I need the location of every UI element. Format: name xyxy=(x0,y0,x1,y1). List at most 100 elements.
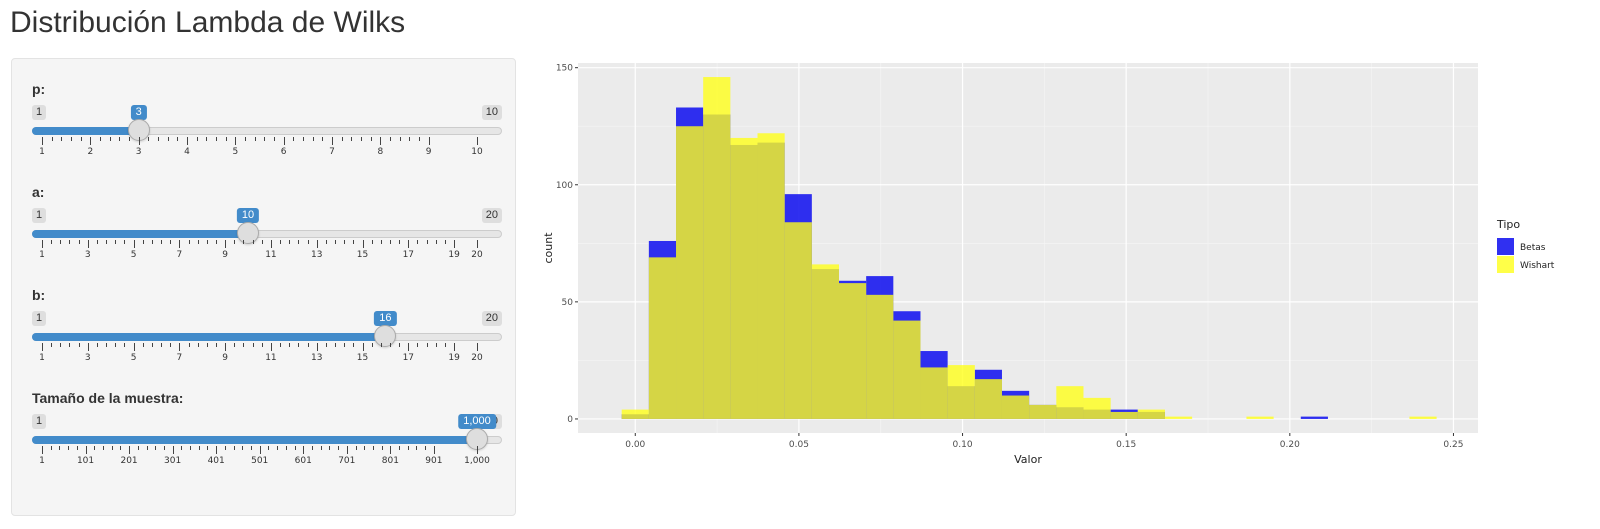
histogram-bar-wishart xyxy=(866,294,894,419)
slider-minor-tick xyxy=(251,446,252,450)
y-tick-label: 50 xyxy=(562,298,574,308)
slider-handle[interactable] xyxy=(237,222,260,244)
slider-minor-tick xyxy=(78,343,80,347)
slider-minor-tick xyxy=(370,137,372,141)
slider-minor-tick xyxy=(364,446,366,450)
slider-tick xyxy=(332,137,333,145)
slider-tick xyxy=(477,240,478,248)
slider-minor-tick xyxy=(355,446,357,450)
legend-label: Wishart xyxy=(1520,261,1555,271)
slider-minor-tick xyxy=(264,137,266,141)
slider-minor-tick xyxy=(51,137,53,141)
slider-minor-tick xyxy=(322,137,324,141)
slider-minor-tick xyxy=(341,137,343,141)
histogram-bar-wishart xyxy=(1110,411,1138,419)
slider-tick-label: 9 xyxy=(222,353,229,363)
slider-minor-tick xyxy=(161,343,163,347)
slider-tick-label: 7 xyxy=(176,250,183,260)
slider-minor-tick xyxy=(206,240,208,244)
slider-minor-tick xyxy=(293,137,295,141)
slider-minor-tick xyxy=(78,240,80,244)
slider-minor-tick xyxy=(142,343,144,347)
slider-minor-tick xyxy=(69,240,71,244)
slider-tick xyxy=(90,137,92,145)
slider-minor-tick xyxy=(234,240,236,244)
slider-minor-tick xyxy=(197,343,199,347)
slider-minor-tick xyxy=(417,240,419,244)
slider-minor-tick xyxy=(419,137,420,141)
slider-minor-tick xyxy=(277,446,279,450)
slider-minor-tick xyxy=(206,343,208,347)
slider-minor-tick xyxy=(261,343,263,347)
slider-tick-label: 11 xyxy=(265,353,277,363)
slider-fill xyxy=(32,127,139,135)
slider-tick-label: 5 xyxy=(232,147,239,157)
slider-minor-tick xyxy=(155,446,157,450)
slider-minor-tick xyxy=(335,240,337,244)
slider-minor-tick xyxy=(216,240,217,244)
slider-minor-tick xyxy=(170,343,172,347)
slider-tick-label: 301 xyxy=(164,456,182,466)
slider-minor-tick xyxy=(59,446,61,450)
slider-max-label: 20 xyxy=(481,208,502,223)
slider-ticks: 1 3 5 7 9 11 13 15 17 19 20 xyxy=(32,343,502,369)
slider-minor-tick xyxy=(311,446,313,450)
slider-minor-tick xyxy=(280,240,282,244)
legend-label: Betas xyxy=(1520,243,1546,253)
slider-minor-tick xyxy=(280,343,282,347)
slider-minor-tick xyxy=(177,137,179,141)
slider-tick-label: 20 xyxy=(471,353,483,363)
slider-min-label: 1 xyxy=(32,414,47,429)
slider-minor-tick xyxy=(351,137,353,141)
slider-minor-tick xyxy=(444,240,446,244)
slider-minor-tick xyxy=(444,343,446,347)
slider-minor-tick xyxy=(109,137,111,141)
slider-tick-label: 17 xyxy=(402,353,415,363)
slider-minor-tick xyxy=(69,343,71,347)
slider-tick-label: 3 xyxy=(84,250,91,260)
x-tick-label: 0.15 xyxy=(1116,440,1136,450)
slider-minor-tick xyxy=(390,343,391,347)
slider-tick xyxy=(138,137,140,145)
slider-tick-label: 1,000 xyxy=(464,456,490,466)
x-tick-label: 0.05 xyxy=(789,440,809,450)
slider-tick xyxy=(316,343,318,351)
slider-minor-tick xyxy=(399,240,401,244)
slider-minor-tick xyxy=(170,240,172,244)
histogram-bar-wishart xyxy=(676,126,704,419)
slider-tick xyxy=(187,137,188,145)
slider-minor-tick xyxy=(289,240,291,244)
histogram-bar-wishart xyxy=(839,283,867,419)
histogram-bar-wishart xyxy=(1083,397,1111,419)
slider-label: a: xyxy=(32,184,45,200)
slider-b: b: 1 20 16 1 3 5 7 9 11 13 15 17 19 20 xyxy=(32,287,502,387)
page-title: Distribución Lambda de Wilks xyxy=(10,6,406,39)
slider-minor-tick xyxy=(274,137,275,141)
slider-minor-tick xyxy=(111,446,113,450)
slider-handle[interactable] xyxy=(374,325,397,347)
slider-minor-tick xyxy=(146,446,148,450)
slider-minor-tick xyxy=(303,137,304,141)
slider-minor-tick xyxy=(435,343,437,347)
slider-tick xyxy=(179,343,181,351)
slider-minor-tick xyxy=(344,343,346,347)
slider-minor-tick xyxy=(289,343,291,347)
slider-minor-tick xyxy=(163,446,165,450)
histogram-bar-wishart xyxy=(1246,416,1274,419)
slider-minor-tick xyxy=(137,446,139,450)
slider-minor-tick xyxy=(335,343,337,347)
slider-minor-tick xyxy=(216,137,217,141)
slider-tick-label: 3 xyxy=(84,353,91,363)
y-tick-label: 0 xyxy=(567,415,573,425)
slider-tick xyxy=(42,343,43,351)
slider-tick-label: 601 xyxy=(294,456,312,466)
slider-tick xyxy=(270,240,272,248)
slider-minor-tick xyxy=(181,446,183,450)
slider-minor-tick xyxy=(102,446,104,450)
slider-tick xyxy=(133,343,135,351)
slider-minor-tick xyxy=(353,240,355,244)
slider-tick-label: 501 xyxy=(251,456,269,466)
slider-value-label: 16 xyxy=(374,311,397,330)
slider-tick xyxy=(362,343,364,351)
slider-tick xyxy=(270,343,272,351)
